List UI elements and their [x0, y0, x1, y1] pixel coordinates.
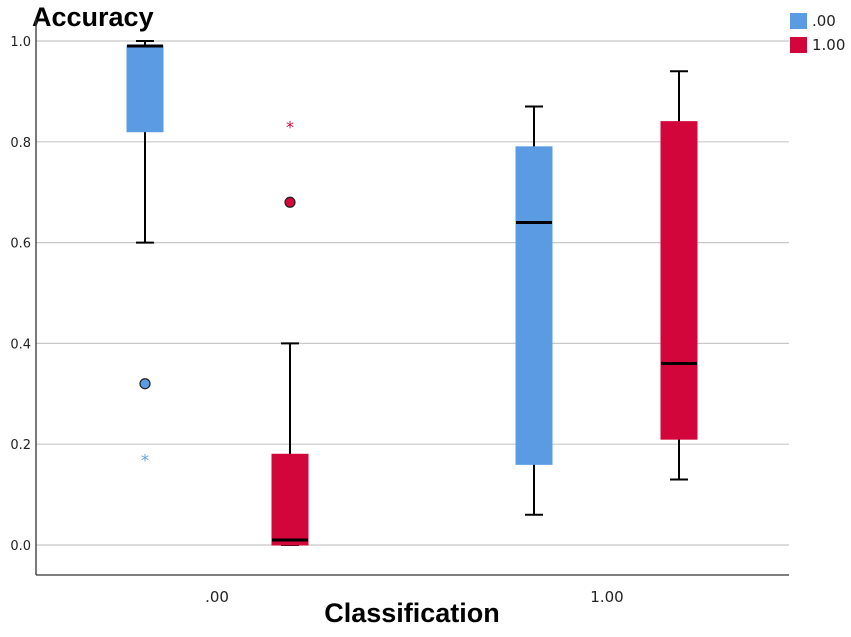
y-axis-ticks: 0.0 0.2 0.4 0.6 0.8 1.0	[10, 35, 31, 554]
box-series100-cat00: *	[271, 118, 309, 546]
box-series100-cat100	[660, 70, 698, 481]
extreme-point: *	[141, 450, 149, 469]
y-tick-label: 0.2	[10, 438, 31, 453]
y-tick-label: 1.0	[10, 35, 31, 50]
boxes: **	[126, 40, 698, 546]
box-iqr	[515, 146, 553, 465]
box-series00-cat00: *	[126, 40, 164, 469]
y-tick-label: 0.4	[10, 337, 31, 352]
x-axis-label: Classification	[324, 598, 500, 628]
box-iqr	[271, 453, 309, 546]
y-tick-label: 0.6	[10, 237, 31, 252]
legend-swatch	[790, 37, 807, 53]
y-tick-label: 0.0	[10, 539, 31, 554]
box-iqr	[660, 121, 698, 440]
chart-title: Accuracy	[32, 2, 154, 32]
legend: .00 1.00	[790, 12, 845, 54]
legend-label: 1.00	[812, 36, 845, 54]
gridlines	[36, 40, 789, 546]
outlier-point	[284, 196, 296, 208]
outlier-point	[139, 378, 151, 390]
legend-swatch	[790, 13, 807, 29]
box-series00-cat100	[515, 105, 553, 516]
x-category-label: 1.00	[590, 588, 623, 606]
legend-label: .00	[812, 12, 836, 30]
extreme-point: *	[286, 118, 294, 137]
x-axis-categories: .00 1.00	[205, 588, 624, 606]
box-iqr	[126, 45, 164, 133]
y-tick-label: 0.8	[10, 136, 31, 151]
x-category-label: .00	[205, 588, 229, 606]
